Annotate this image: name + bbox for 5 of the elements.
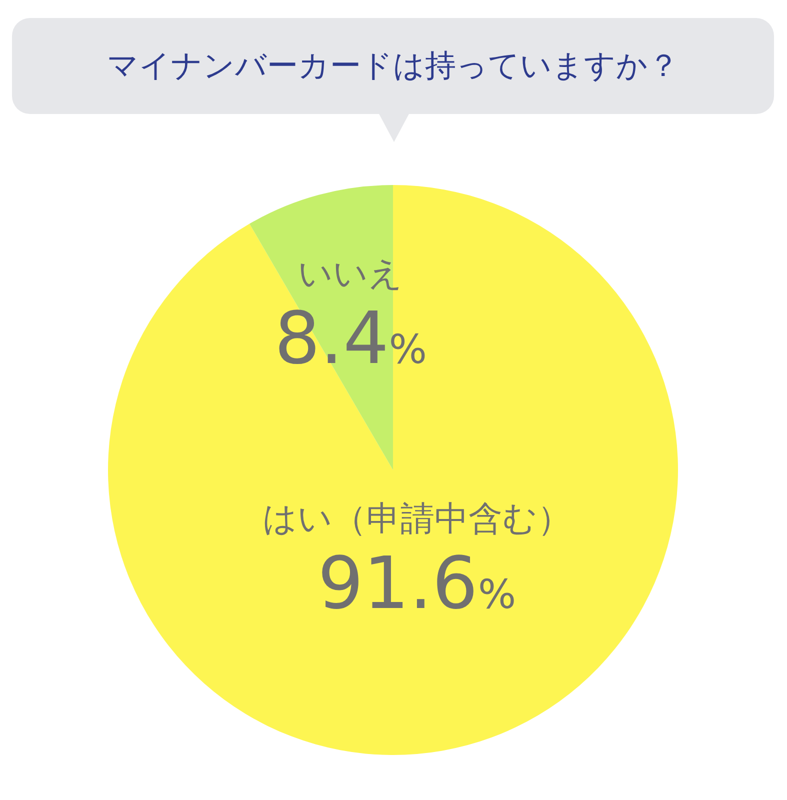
- slice-label: いいえ: [298, 254, 404, 294]
- data-label: 91.6%: [318, 541, 516, 626]
- data-label: 8.4%: [274, 296, 427, 380]
- slice-label: はい（申請中含む）: [262, 499, 572, 540]
- chart-title: マイナンバーカードは持っていますか？: [12, 18, 774, 114]
